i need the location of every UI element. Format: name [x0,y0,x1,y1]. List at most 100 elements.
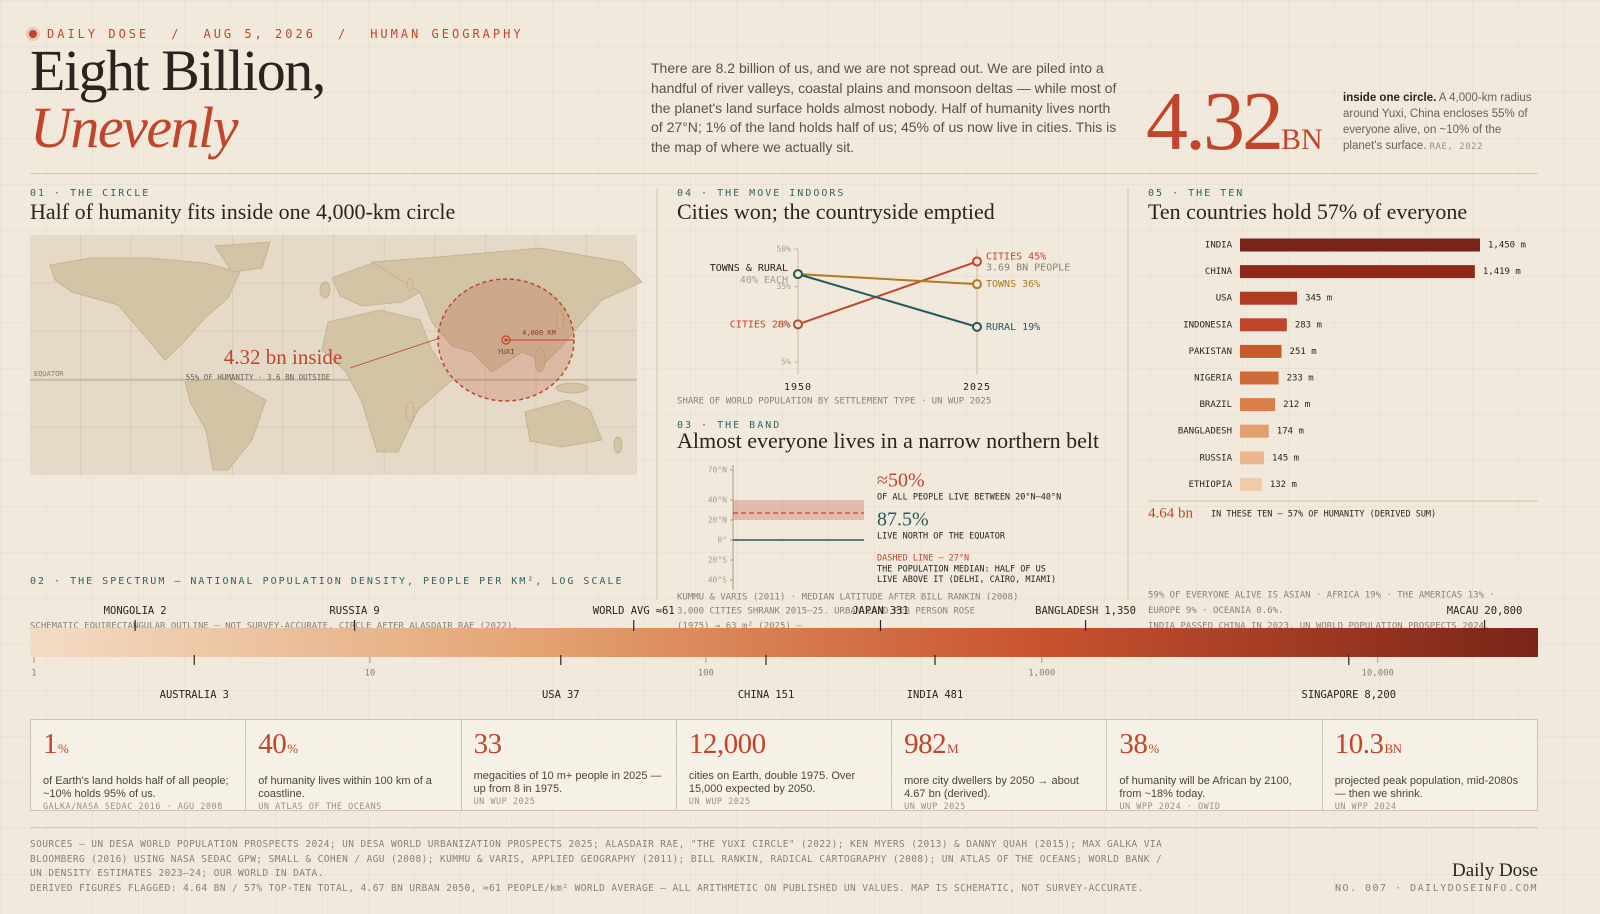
marker-label: AUSTRALIA 3 [160,689,229,701]
value-label: 1,419 m [1483,267,1521,277]
yuxi-ring [501,335,511,345]
card-source: UN ATLAS OF THE OCEANS [258,802,382,812]
card-text: cities on Earth, double 1975. Over 15,00… [688,770,856,795]
value-label: RURAL 19% [986,322,1040,333]
rule [30,827,1538,828]
stat-text: OF ALL PEOPLE LIVE BETWEEN 20°N–40°N [877,493,1061,503]
panel-label: 03 · THE BAND [677,420,781,431]
stat-value: 87.5% [877,509,929,531]
value-label: CITIES 20% [730,319,790,330]
chart-source: SHARE OF WORLD POPULATION BY SETTLEMENT … [677,397,991,407]
lede: There are 8.2 billion of us, and we are … [651,60,1117,156]
marker-value: 37 [567,689,580,701]
card-unit: M [947,741,959,756]
marker-label: MONGOLIA 2 [104,605,167,617]
separator: / [337,27,349,41]
issue: NO. 007 · DAILYDOSEINFO.COM [1334,883,1538,894]
rule [30,173,1538,174]
category-label: INDONESIA [1183,320,1232,330]
card-number: 1 [43,728,58,760]
card-source: UN WPP 2024 · OWID [1119,802,1221,812]
card-text: megacities of 10 m+ people in 2025 — up … [473,770,662,795]
x-tick-label: 10,000 [1361,669,1394,679]
bar [1240,371,1279,385]
stat-card: 1% of Earth's land holds half of all peop… [31,720,247,812]
marker-value: 331 [890,605,909,617]
card-source: UN WUP 2025 [904,802,966,812]
stat-card: 33 megacities of 10 m+ people in 2025 — u… [462,720,677,810]
headline: Eight Billion, Unevenly [30,42,326,157]
card-text: more city dwellers by 2050 → about 4.67 … [904,775,1079,800]
card-source: UN WUP 2025 [688,797,751,807]
panel-label: 04 · THE MOVE INDOORS [677,188,845,199]
chart-note: (1975) → 63 m² (2025) — [677,622,802,632]
card-unit: % [58,741,69,756]
yuxi-dot [504,338,508,342]
value-label: 251 m [1290,347,1317,357]
card-value: 33 [474,728,664,760]
radius-label: 4,000 KM [522,329,556,337]
bar [1240,451,1264,465]
point [972,256,982,267]
hero-note: inside one circle. A 4,000-km radius aro… [1343,90,1535,155]
marker-name: CHINA [738,689,770,701]
source-line: DERIVED FIGURES FLAGGED: 4.64 BN / 57% T… [30,882,1144,894]
bar [1240,291,1298,305]
hero-stat: 4.32BN [1146,80,1323,164]
marker-name: INDIA [907,689,939,701]
x-tick-label: 1950 [784,382,812,393]
landmass [49,257,241,361]
card-number: 12,000 [688,728,766,760]
spectrum-bar [30,628,1538,657]
marker-label: INDIA 481 [907,689,964,701]
y-tick-label: 70°N [708,466,727,475]
x-tick-label: 2025 [963,382,991,393]
x-tick-label: 1,000 [1028,669,1055,679]
start-label: TOWNS & RURAL [710,263,788,274]
category-label: INDIA [1205,241,1233,251]
bar [1240,424,1269,438]
card-source: UN WPP 2024 [1334,802,1397,812]
island [406,278,414,292]
landmass [321,309,453,453]
card-unit: % [287,741,298,756]
panel-heading: Half of humanity fits inside one 4,000-k… [30,199,455,224]
marker-label: CHINA 151 [738,689,795,701]
value-label: 345 m [1305,294,1332,304]
marker-value: 20,800 [1484,605,1522,617]
marker-name: WORLD AVG [593,605,650,617]
y-tick-label: 20°N [708,516,727,525]
category-label: NIGERIA [1194,374,1233,384]
value-note: 3.69 BN PEOPLE [986,263,1070,274]
callout: 4.32 bn inside [224,345,342,369]
brand: Daily Dose [1451,860,1538,881]
island [319,281,331,299]
point [972,279,982,290]
chart-note: 3,000 CITIES SHRANK 2015–25. URBAN LAND … [677,607,975,617]
point [793,319,803,330]
bar [1240,344,1282,358]
card-value: 12,000 [689,728,879,760]
card-source: GALKA/NASA SEDAC 2016 · AGU 2008 [43,802,223,812]
y-tick-label: 40°S [708,576,727,585]
kicker-topic: HUMAN GEOGRAPHY [370,27,524,41]
stat-value: ≈50% [877,470,925,492]
value-label: 233 m [1287,374,1314,384]
hero-source: RAE, 2022 [1429,142,1483,152]
card-value: 982M [904,728,1094,765]
marker-value: 3 [223,689,229,701]
card-unit: BN [1384,741,1402,756]
marker-value: 8,200 [1364,689,1396,701]
category-label: RUSSIA [1199,453,1232,463]
population-band [733,500,864,520]
hero-lead: inside one circle. [1343,92,1437,104]
card-value: 40% [258,728,448,765]
stat-card: 38% of humanity will be African by 2100, … [1107,720,1323,812]
y-tick-label: 5% [781,358,791,367]
bar [1240,265,1475,279]
live-dot [29,30,37,38]
card-source: UN WUP 2025 [473,797,536,807]
start-note: 40% EACH [740,275,788,286]
